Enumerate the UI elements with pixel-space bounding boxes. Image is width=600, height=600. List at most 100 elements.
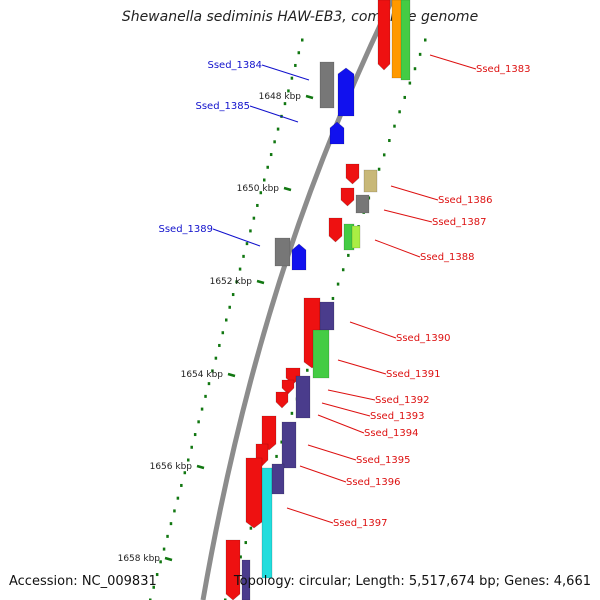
- gene-feature: [340, 187, 355, 207]
- tick-dot: [388, 139, 391, 143]
- tick-dot: [287, 89, 290, 93]
- tick-dot: [280, 440, 283, 444]
- gene-feature: [281, 379, 295, 395]
- tick-dot: [207, 382, 211, 386]
- kbp-tick-mark: [227, 372, 236, 378]
- tick-dot: [249, 229, 252, 233]
- gene-label-ssed_1395: Ssed_1395: [356, 455, 411, 466]
- tick-dot: [162, 547, 166, 551]
- leader-line: [383, 209, 433, 223]
- tick-dot: [193, 433, 197, 437]
- tick-dot: [297, 51, 301, 55]
- tick-dot: [408, 81, 412, 85]
- gene-feature: [241, 559, 251, 600]
- leader-line: [307, 444, 357, 461]
- leader-line: [317, 414, 365, 434]
- leader-line: [337, 359, 387, 375]
- tick-dot: [341, 268, 345, 272]
- tick-dot: [211, 369, 214, 373]
- gene-feature: [337, 67, 355, 117]
- tick-dot: [197, 420, 200, 424]
- gene-feature: [363, 169, 378, 193]
- gene-label-ssed_1391: Ssed_1391: [386, 369, 441, 380]
- gene-feature: [319, 301, 335, 331]
- tick-dot: [377, 167, 381, 171]
- gene-feature: [319, 61, 335, 109]
- leader-line: [390, 185, 439, 201]
- gene-feature: [274, 237, 291, 267]
- gene-label-group: Ssed_1383 Ssed_1384 Ssed_1385 Ssed_1386 Ssed…: [158, 54, 531, 529]
- tick-dot: [418, 52, 422, 56]
- tick-dot: [294, 63, 297, 67]
- tick-dot: [173, 509, 176, 513]
- kbp-tick-label: 1654 kbp: [181, 370, 224, 380]
- tick-dot: [176, 496, 180, 500]
- kbp-tick-label: 1652 kbp: [210, 277, 253, 287]
- leader-line: [327, 389, 376, 401]
- leader-line: [429, 54, 477, 70]
- gene-feature: [351, 225, 361, 249]
- gene-label-ssed_1386: Ssed_1386: [438, 195, 493, 206]
- minor-tick-dots: [149, 38, 304, 600]
- leader-line: [286, 507, 334, 524]
- gene-label-ssed_1393: Ssed_1393: [370, 411, 425, 422]
- tick-dot: [263, 178, 266, 182]
- tick-dot: [200, 407, 204, 411]
- leader-line: [321, 402, 371, 417]
- genome-backbone: [200, 0, 395, 600]
- gene-feature: [271, 463, 285, 495]
- gene-label-ssed_1392: Ssed_1392: [375, 395, 430, 406]
- tick-dot: [238, 267, 242, 271]
- tick-dot: [290, 411, 294, 415]
- topology-text: Topology: circular; Length: 5,517,674 bp…: [233, 574, 591, 589]
- tick-dot: [187, 458, 190, 462]
- gene-label-ssed_1384: Ssed_1384: [207, 60, 262, 71]
- kbp-tick-mark: [256, 279, 265, 285]
- gene-label-ssed_1394: Ssed_1394: [364, 428, 419, 439]
- tick-dot: [290, 76, 294, 80]
- tick-dot: [275, 454, 278, 458]
- tick-dot: [398, 110, 401, 114]
- tick-dot: [239, 555, 242, 559]
- gene-label-ssed_1388: Ssed_1388: [420, 252, 475, 263]
- tick-dot: [228, 305, 231, 309]
- gene-feature: [312, 329, 330, 379]
- tick-dot: [218, 343, 221, 347]
- gene-feature: [291, 243, 307, 271]
- tick-dot: [331, 296, 335, 300]
- kbp-tick-label: 1658 kbp: [118, 554, 161, 564]
- tick-dot: [273, 140, 276, 144]
- gene-feature: [281, 421, 297, 469]
- tick-dot: [224, 598, 227, 600]
- tick-dot: [347, 253, 350, 257]
- tick-dot: [306, 368, 309, 372]
- gene-feature: [275, 391, 289, 409]
- gene-label-ssed_1389: Ssed_1389: [158, 224, 213, 235]
- tick-dot: [152, 585, 155, 589]
- tick-dot: [424, 38, 427, 42]
- leader-line: [299, 465, 347, 483]
- leader-line: [249, 105, 299, 123]
- tick-dot: [336, 282, 340, 286]
- gene-feature: [261, 467, 273, 579]
- tick-dot: [413, 67, 417, 71]
- tick-dot: [180, 483, 183, 487]
- kbp-tick-label: 1650 kbp: [237, 184, 280, 194]
- kbp-tick-mark: [196, 464, 205, 470]
- tick-dot: [301, 38, 304, 42]
- gene-feature: [328, 217, 343, 243]
- kbp-tick-mark: [164, 556, 173, 562]
- gene-feature: [400, 0, 411, 81]
- gene-feature: [295, 375, 311, 419]
- tick-dot: [403, 95, 406, 99]
- gene-feature: [345, 163, 360, 185]
- gene-label-ssed_1385: Ssed_1385: [195, 101, 250, 112]
- tick-dot: [183, 471, 187, 475]
- tick-dot: [155, 573, 159, 577]
- tick-dot: [249, 526, 253, 530]
- tick-dot: [242, 254, 245, 258]
- gene-label-ssed_1397: Ssed_1397: [333, 518, 388, 529]
- tick-dot: [245, 242, 249, 246]
- tick-dot: [259, 191, 263, 195]
